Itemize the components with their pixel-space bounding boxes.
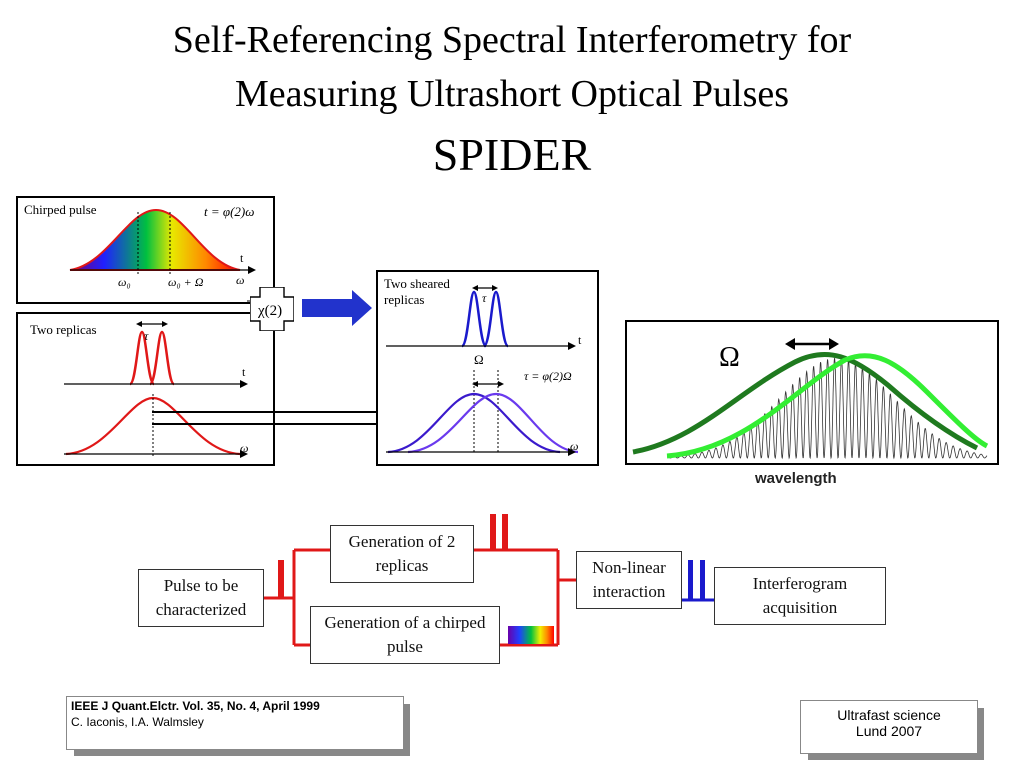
spectrum-light-green	[666, 353, 989, 459]
two-replicas-plot: Two replicas τ t ω	[30, 321, 248, 458]
sheared-omega-label: Ω	[474, 352, 484, 367]
sheared-axis-w-arrow	[568, 448, 576, 456]
sheared-label-line2: replicas	[384, 292, 424, 307]
replica-marker-1	[490, 514, 496, 550]
omega-shift-right	[829, 338, 839, 350]
interferogram-xlabel: wavelength	[755, 470, 837, 487]
course-line-1: Ultrafast science	[837, 707, 941, 723]
replica-pulse-1	[128, 330, 156, 386]
sheared-spectrum-2	[407, 392, 579, 454]
replicas-axis-w-arrow	[240, 450, 248, 458]
replicas-axis-t-arrow	[240, 380, 248, 388]
replica-pulse-2	[148, 330, 176, 386]
flow-generation-of-chirped-pulse: Generation of a chirped pulse	[310, 606, 500, 664]
replicas-axis-t-label: t	[242, 365, 246, 379]
sheared-omega-right	[498, 381, 504, 387]
chirped-pulse-marker	[508, 626, 554, 644]
title-line-1: Self-Referencing Spectral Interferometry…	[172, 19, 852, 61]
tau-arrow-right	[162, 321, 168, 327]
reference-line-2: C. Iaconis, I.A. Walmsley	[71, 715, 204, 729]
chirped-axis-arrow	[248, 266, 256, 274]
interference-fringes	[667, 358, 988, 460]
chirped-pulse-panel: Chirped pulse t = φ(2)ω t ω ω₀ ω₀ + Ω	[16, 196, 275, 304]
sheared-pulse-2	[482, 290, 510, 348]
sheared-marker-1	[688, 560, 693, 600]
chirped-pulse-label: Chirped pulse	[24, 202, 97, 217]
interferogram-plot: Ω	[632, 338, 989, 460]
interferogram-omega: Ω	[719, 342, 740, 373]
sheared-marker-2	[700, 560, 705, 600]
input-pulse-marker	[278, 560, 284, 598]
reference-line-1: IEEE J Quant.Elctr. Vol. 35, No. 4, Apri…	[71, 699, 320, 713]
tau-label: τ	[144, 329, 149, 343]
title-spider: SPIDER	[432, 129, 592, 180]
sheared-equation: τ = φ(2)Ω	[524, 369, 572, 383]
chirped-pulse-plot: Chirped pulse t = φ(2)ω t ω ω₀ ω₀ + Ω	[24, 202, 256, 289]
replicas-axis-w-label: ω	[240, 441, 248, 455]
two-replicas-panel: Two replicas τ t ω	[16, 312, 275, 466]
sheared-axis-t-arrow	[568, 342, 576, 350]
omega-shift-left	[785, 338, 795, 350]
chirped-tick-2-label: ω₀ + Ω	[168, 275, 204, 289]
chirped-axis-w: ω	[236, 273, 244, 287]
chirped-tick-1-label: ω₀	[118, 275, 131, 289]
course-line-2: Lund 2007	[855, 723, 923, 739]
sheared-label-line1: Two sheared	[384, 276, 450, 291]
tau-arrow-left	[136, 321, 142, 327]
interferogram-panel: Ω	[625, 320, 999, 465]
sheared-pulse-1	[460, 290, 488, 348]
fringe-trace	[667, 358, 988, 460]
flow-interferogram-acquisition: Interferogram acquisition	[714, 567, 886, 625]
sheared-axis-t-label: t	[578, 333, 582, 347]
chi2-label: χ(2)	[257, 303, 282, 319]
sheared-tau-left	[472, 285, 478, 291]
sheared-replicas-plot: Two sheared replicas τ t Ω τ = φ(2)Ω ω	[384, 276, 582, 456]
spectrum-dark-green	[632, 352, 979, 455]
flow-pulse-to-be-characterized: Pulse to be characterized	[138, 569, 264, 627]
chi2-box: χ(2)	[249, 286, 295, 332]
sheared-tau-right	[492, 285, 498, 291]
sheared-omega-left	[472, 381, 478, 387]
course-box: Ultrafast science Lund 2007	[800, 700, 978, 754]
replica-marker-2	[502, 514, 508, 550]
sheared-tau-label: τ	[482, 291, 487, 305]
sheared-axis-w-label: ω	[570, 439, 578, 453]
flow-generation-of-2-replicas: Generation of 2 replicas	[330, 525, 474, 583]
sheared-replicas-panel: Two sheared replicas τ t Ω τ = φ(2)Ω ω	[376, 270, 599, 466]
chirped-axis-t: t	[240, 251, 244, 265]
chirp-equation: t = φ(2)ω	[204, 204, 254, 219]
sheared-spectrum-1	[387, 392, 561, 454]
reference-box: IEEE J Quant.Elctr. Vol. 35, No. 4, Apri…	[66, 696, 404, 750]
title-line-2: Measuring Ultrashort Optical Pulses	[234, 73, 790, 115]
flow-non-linear-interaction: Non-linear interaction	[576, 551, 682, 609]
chirped-pulse-curve	[69, 208, 241, 271]
two-replicas-label: Two replicas	[30, 322, 97, 337]
